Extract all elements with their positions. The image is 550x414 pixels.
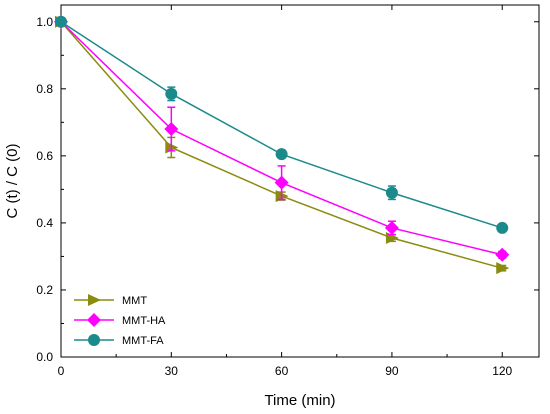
series-mmt: [55, 15, 510, 275]
y-tick-label: 0.6: [36, 149, 53, 163]
y-tick-label: 1.0: [36, 15, 53, 29]
data-point: [496, 221, 509, 234]
legend-item: MMT: [74, 294, 147, 307]
data-point: [496, 262, 510, 275]
legend-label: MMT-FA: [122, 335, 164, 347]
x-tick-label: 60: [275, 364, 289, 378]
data-point: [87, 313, 101, 327]
series-mmt-fa: [55, 15, 509, 234]
axis-ticks: 0 30 60 90 120 0.0 0.2 0.4 0.6 0.8 1.0: [36, 5, 539, 378]
x-tick-label: 120: [492, 364, 512, 378]
data-point: [88, 294, 101, 306]
legend-item: MMT-HA: [74, 313, 166, 327]
x-tick-label: 90: [385, 364, 399, 378]
y-tick-label: 0.8: [36, 82, 53, 96]
data-point: [495, 247, 510, 262]
legend-label: MMT: [122, 295, 147, 307]
data-point: [275, 148, 288, 161]
data-point: [88, 334, 100, 346]
y-axis-title: C (t) / C (0): [4, 144, 21, 219]
series-line: [60, 21, 503, 269]
data-point: [384, 220, 399, 235]
plot-frame: [60, 4, 540, 358]
x-tick-label: 0: [58, 364, 65, 378]
series-line: [60, 21, 503, 256]
y-tick-label: 0.2: [36, 283, 53, 297]
series-layer: [54, 14, 510, 275]
legend-item: MMT-FA: [74, 334, 164, 347]
y-tick-label: 0.0: [36, 350, 53, 364]
series-mmt-ha: [54, 14, 510, 262]
legend: MMT MMT-HA MMT-FA: [74, 294, 166, 347]
x-tick-label: 30: [165, 364, 179, 378]
data-point: [274, 175, 289, 190]
data-point: [165, 87, 178, 100]
x-axis-title: Time (min): [264, 392, 335, 409]
data-point: [55, 15, 67, 28]
data-point: [164, 122, 179, 137]
legend-label: MMT-HA: [122, 315, 166, 327]
data-point: [385, 186, 398, 199]
y-tick-label: 0.4: [36, 216, 53, 230]
